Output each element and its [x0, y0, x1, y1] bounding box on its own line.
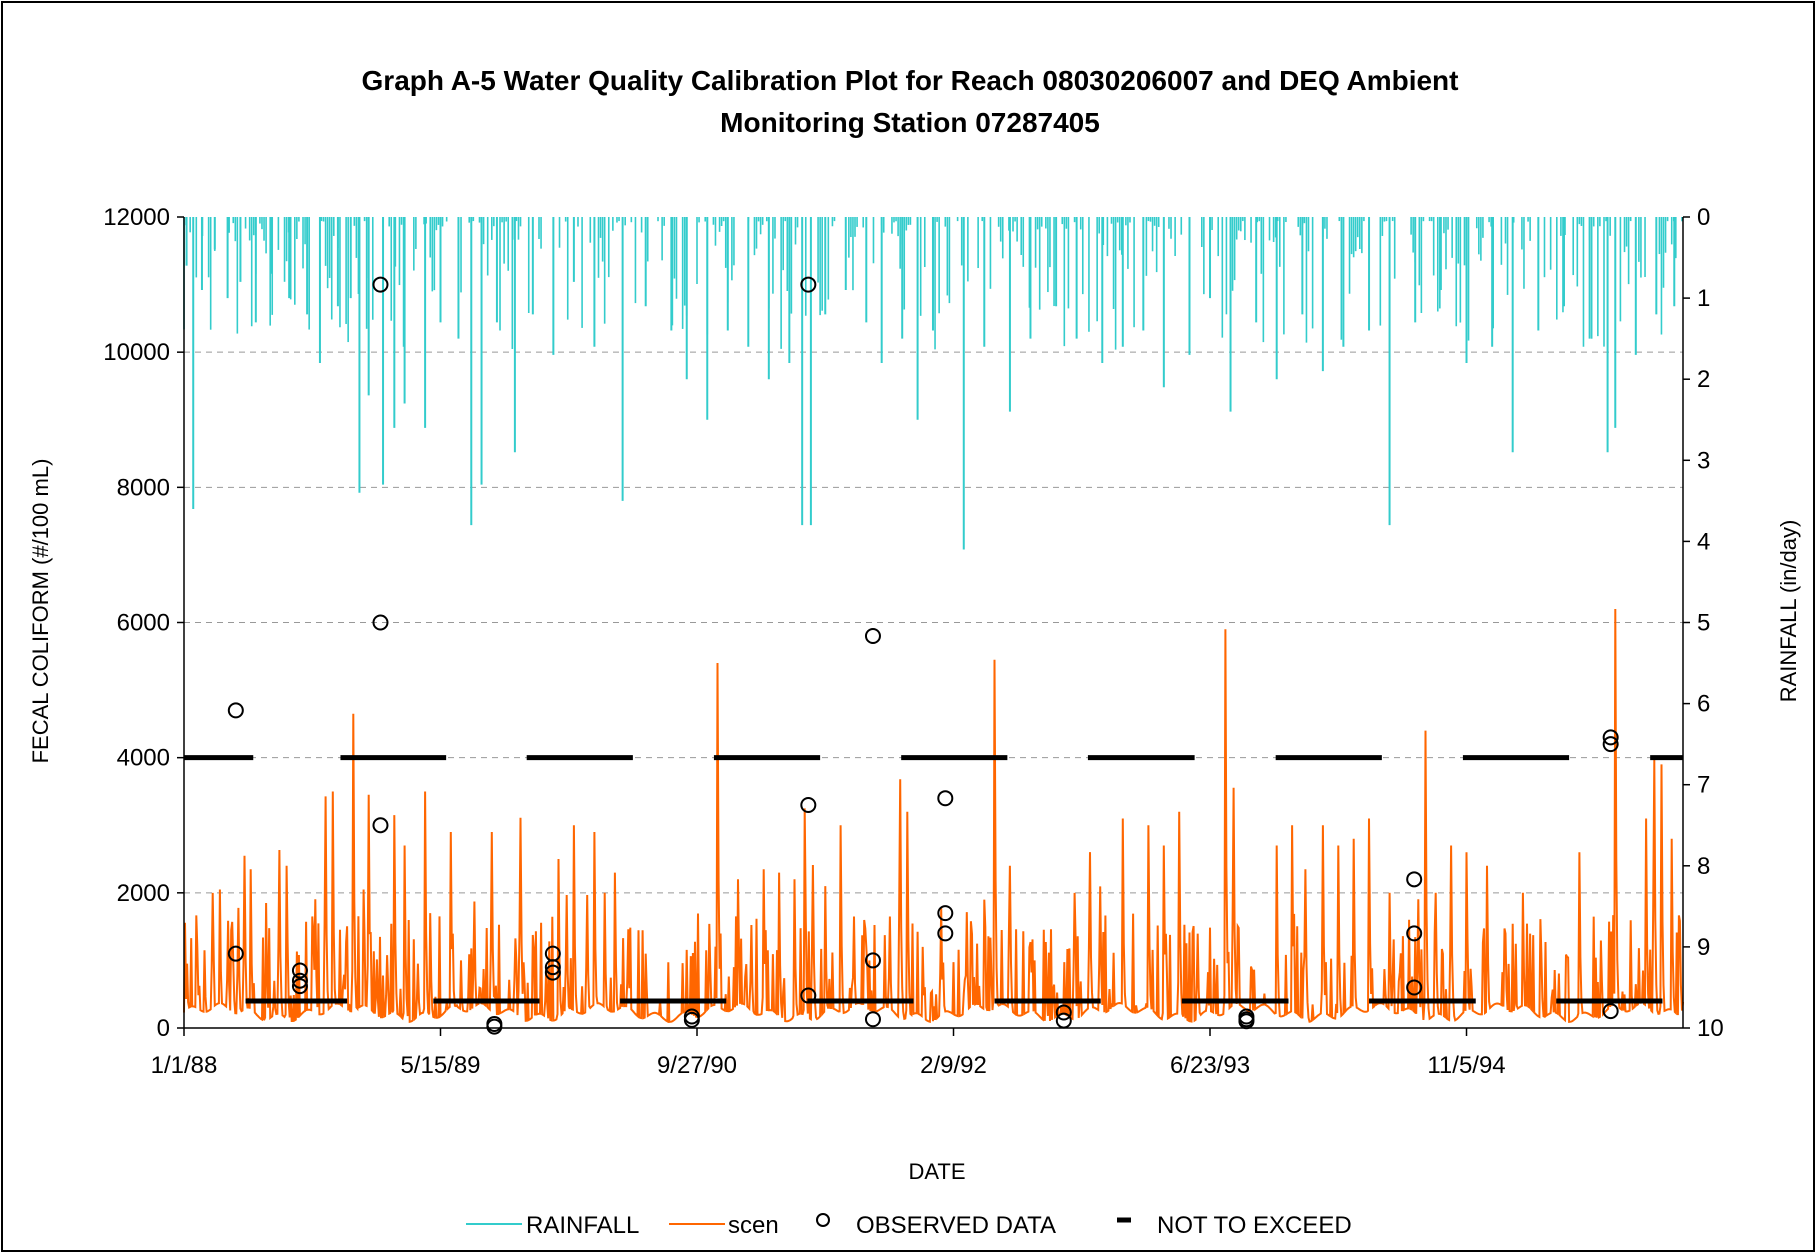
legend-observed-label: OBSERVED DATA: [856, 1212, 1056, 1239]
observed-point: [937, 925, 954, 942]
observed-point: [227, 702, 244, 719]
observed-point: [937, 905, 954, 922]
observed-point: [486, 1018, 503, 1035]
x-tick-label: 6/23/93: [1170, 1052, 1250, 1079]
y-right-tick-label: 7: [1697, 772, 1710, 799]
legend: RAINFALL scen OBSERVED DATA NOT TO EXCEED: [466, 1212, 1352, 1239]
observed-point: [1602, 729, 1619, 746]
legend-rainfall-label: RAINFALL: [526, 1212, 639, 1239]
observed-point: [864, 952, 881, 969]
y-axis-right-label: RAINFALL (in/day): [1776, 520, 1801, 703]
not-to-exceed-series: [184, 755, 1683, 1004]
observed-point: [1406, 871, 1423, 888]
observed-point: [372, 276, 389, 293]
observed-point: [800, 796, 817, 813]
y-right-tick-label: 3: [1697, 447, 1710, 474]
observed-point: [227, 945, 244, 962]
legend-scen-label: scen: [728, 1212, 779, 1239]
x-tick-label: 1/1/88: [151, 1052, 218, 1079]
y-left-tick-label: 12000: [103, 204, 170, 231]
observed-point: [800, 987, 817, 1004]
y-left-tick-label: 2000: [117, 880, 170, 907]
x-tick-label: 9/27/90: [657, 1052, 737, 1079]
y-left-tick-label: 8000: [117, 474, 170, 501]
observed-point: [864, 628, 881, 645]
observed-point: [1406, 925, 1423, 942]
observed-point: [1602, 1003, 1619, 1020]
observed-point: [683, 1011, 700, 1028]
observed-point: [864, 1011, 881, 1028]
observed-point: [1055, 1012, 1072, 1029]
x-tick-label: 5/15/89: [400, 1052, 480, 1079]
x-tick-label: 2/9/92: [920, 1052, 987, 1079]
y-left-tick-label: 6000: [117, 610, 170, 637]
x-tick-label: 11/5/94: [1427, 1052, 1505, 1079]
y-right-tick-label: 8: [1697, 853, 1710, 880]
observed-point: [800, 276, 817, 293]
y-right-tick-label: 1: [1697, 285, 1710, 312]
y-right-tick-label: 6: [1697, 691, 1710, 718]
y-right-tick-label: 2: [1697, 366, 1710, 393]
axes: [177, 216, 1690, 1036]
observed-point: [372, 614, 389, 631]
y-right-tick-label: 5: [1697, 610, 1710, 637]
y-right-tick-label: 9: [1697, 934, 1710, 961]
observed-point: [1055, 1004, 1072, 1021]
tick-labels: 0 2000 4000 6000 8000 10000 12000 0 1 2 3 4 5 6 7 8 9 10 1…: [103, 204, 1723, 1079]
legend-observed-swatch: [816, 1213, 830, 1227]
y-left-tick-label: 10000: [103, 339, 170, 366]
y-right-tick-label: 0: [1697, 204, 1710, 231]
observed-point: [1602, 736, 1619, 753]
observed-point: [544, 964, 561, 981]
y-left-tick-label: 0: [157, 1015, 170, 1042]
x-axis-label: DATE: [908, 1159, 965, 1184]
chart-title: Graph A-5 Water Quality Calibration Plot…: [0, 60, 1820, 144]
observed-point: [291, 978, 308, 995]
rainfall-series: [183, 217, 1683, 550]
observed-point: [291, 972, 308, 989]
scen-line: [183, 608, 1684, 1024]
observed-point: [372, 817, 389, 834]
chart-title-line2: Monitoring Station 07287405: [720, 107, 1100, 138]
observed-point: [1406, 979, 1423, 996]
y-left-tick-label: 4000: [117, 745, 170, 772]
observed-point: [937, 790, 954, 807]
legend-nte-label: NOT TO EXCEED: [1157, 1212, 1352, 1239]
observed-series: [227, 276, 1619, 1035]
chart-title-line1: Graph A-5 Water Quality Calibration Plot…: [361, 65, 1459, 96]
observed-point: [291, 962, 308, 979]
y-axis-left-label: FECAL COLIFORM (#/100 mL): [28, 459, 53, 764]
y-right-tick-label: 4: [1697, 528, 1710, 555]
observed-point: [544, 959, 561, 976]
gridlines: [184, 351, 1683, 894]
scen-series: [183, 608, 1684, 1024]
y-right-tick-label: 10: [1697, 1015, 1724, 1042]
